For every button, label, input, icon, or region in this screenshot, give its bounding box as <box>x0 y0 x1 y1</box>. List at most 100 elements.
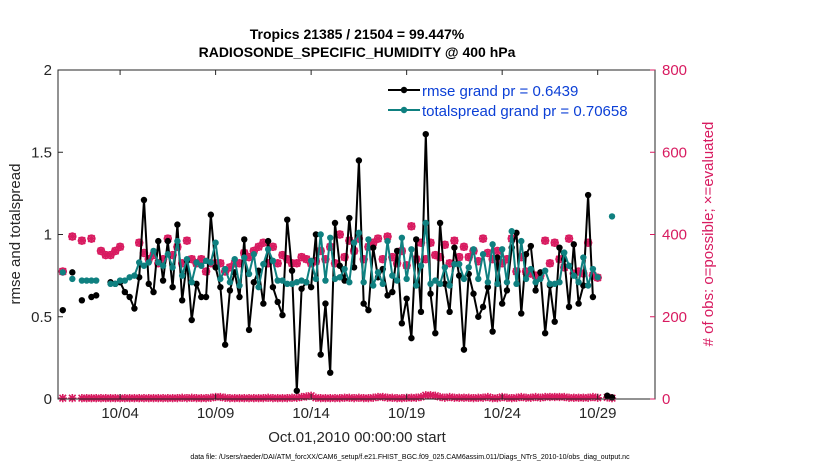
spread-point <box>232 256 238 262</box>
rmse-point <box>227 287 233 293</box>
evaluated-obs-point <box>407 222 415 230</box>
spread-point <box>351 240 357 246</box>
obs-delta-point <box>68 394 76 402</box>
rmse-point <box>389 289 395 295</box>
rmse-point <box>437 220 443 226</box>
spread-point <box>389 272 395 278</box>
evaluated-obs-point <box>374 234 382 242</box>
rmse-point <box>427 291 433 297</box>
evaluated-obs-point <box>202 267 210 275</box>
obs-delta-point <box>59 394 67 402</box>
spread-point <box>561 249 567 255</box>
spread-point <box>571 272 577 278</box>
rmse-point <box>423 131 429 137</box>
rmse-point <box>528 243 534 249</box>
spread-point <box>413 282 419 288</box>
evaluated-obs-point <box>183 237 191 245</box>
spread-point <box>179 272 185 278</box>
spread-point <box>327 235 333 241</box>
spread-point <box>360 279 366 285</box>
spread-point <box>356 230 362 236</box>
spread-point <box>513 281 519 287</box>
spread-point <box>580 254 586 260</box>
rmse-point <box>122 289 128 295</box>
spread-point <box>518 238 524 244</box>
rmse-point <box>141 197 147 203</box>
spread-point <box>246 271 252 277</box>
x-tick-label: 10/24 <box>483 405 521 422</box>
spread-point <box>475 276 481 282</box>
spread-point <box>255 284 261 290</box>
evaluated-obs-point <box>460 243 468 251</box>
rmse-point <box>489 328 495 334</box>
rmse-point <box>590 294 596 300</box>
rmse-point <box>189 317 195 323</box>
rmse-point <box>155 238 161 244</box>
rmse-point <box>475 314 481 320</box>
rmse-point <box>571 241 577 247</box>
spread-point <box>423 220 429 226</box>
x-tick-label: 10/04 <box>101 405 139 422</box>
spread-point <box>308 258 314 264</box>
spread-point <box>542 267 548 273</box>
y-right-tick-label: 600 <box>662 144 687 161</box>
spread-point <box>585 282 591 288</box>
y-tick-label: 0.5 <box>31 309 52 326</box>
rmse-point <box>174 221 180 227</box>
spread-point <box>499 246 505 252</box>
evaluated-obs-point <box>293 259 301 267</box>
spread-point <box>165 251 171 257</box>
evaluated-obs-point <box>87 234 95 242</box>
rmse-point <box>346 215 352 221</box>
rmse-point <box>518 310 524 316</box>
spread-point <box>537 276 543 282</box>
rmse-point <box>284 216 290 222</box>
spread-point <box>69 276 75 282</box>
rmse-point <box>418 309 424 315</box>
spread-point <box>146 259 152 265</box>
spread-point <box>160 263 166 269</box>
spread-point <box>303 279 309 285</box>
rmse-point <box>165 238 171 244</box>
chart: Tropics 21385 / 21504 = 99.447% RADIOSON… <box>0 0 830 470</box>
rmse-point <box>160 277 166 283</box>
spread-point <box>212 240 218 246</box>
rmse-point <box>265 238 271 244</box>
rmse-point <box>403 295 409 301</box>
spread-point <box>184 256 190 262</box>
rmse-point <box>241 236 247 242</box>
rmse-point <box>289 267 295 273</box>
rmse-point <box>542 330 548 336</box>
rmse-point <box>279 312 285 318</box>
rmse-point <box>566 304 572 310</box>
spread-point <box>222 266 228 272</box>
y-right-tick-label: 800 <box>662 62 687 79</box>
spread-point <box>399 235 405 241</box>
spread-point <box>313 276 319 282</box>
rmse-point <box>575 300 581 306</box>
rmse-point <box>260 300 266 306</box>
spread-point <box>93 277 99 283</box>
chart-title: Tropics 21385 / 21504 = 99.447% <box>250 26 465 42</box>
spread-point <box>227 279 233 285</box>
rmse-point <box>480 304 486 310</box>
x-tick-label: 10/09 <box>197 405 235 422</box>
evaluated-obs-point <box>78 237 86 245</box>
spread-point <box>408 246 414 252</box>
spread-point <box>418 263 424 269</box>
rmse-point <box>169 284 175 290</box>
y-right-tick-label: 0 <box>662 391 670 408</box>
spread-point <box>341 266 347 272</box>
spread-point <box>265 246 271 252</box>
rmse-point <box>274 299 280 305</box>
rmse-point <box>327 369 333 375</box>
y-axis-label: rmse and totalspread <box>7 164 24 305</box>
rmse-point <box>308 284 314 290</box>
footer-data-file: data file: /Users/raeder/DAI/ATM_forcXX/… <box>190 454 630 461</box>
spread-point <box>375 269 381 275</box>
evaluated-obs-point <box>546 259 554 267</box>
spread-point <box>150 248 156 254</box>
rmse-point <box>251 279 257 285</box>
spread-point <box>270 258 276 264</box>
rmse-point <box>298 286 304 292</box>
